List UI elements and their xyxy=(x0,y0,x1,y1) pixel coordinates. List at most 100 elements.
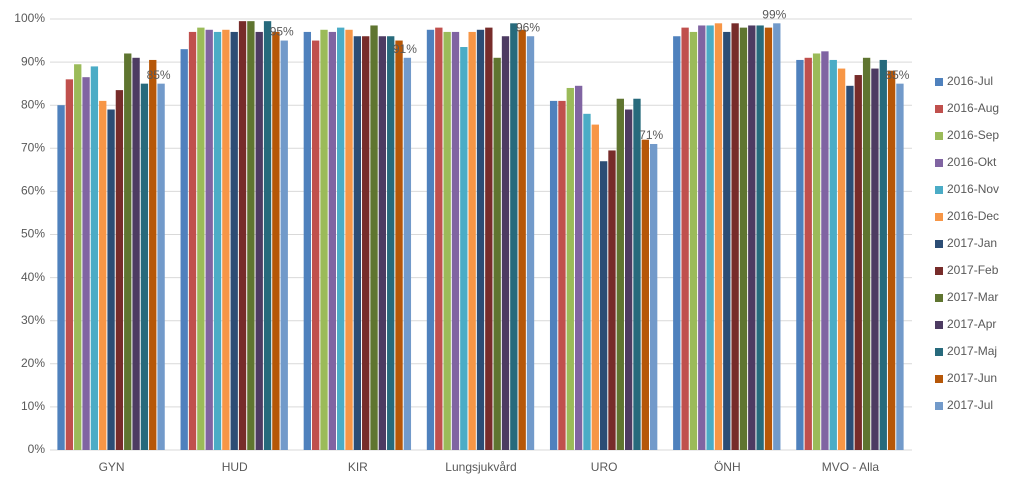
bar xyxy=(829,59,837,450)
bar xyxy=(641,139,649,450)
legend-label: 2017-Maj xyxy=(947,344,997,358)
bar xyxy=(468,31,476,451)
bar xyxy=(510,23,518,451)
bar xyxy=(180,49,188,451)
legend-label: 2016-Dec xyxy=(947,209,999,223)
bar xyxy=(140,83,149,451)
bar xyxy=(879,59,887,450)
bar xyxy=(255,31,263,451)
bar xyxy=(698,25,706,451)
legend-label: 2016-Aug xyxy=(947,101,999,115)
bar xyxy=(247,21,255,451)
bar xyxy=(649,143,658,451)
bar xyxy=(65,79,74,450)
bar xyxy=(188,31,197,451)
bar xyxy=(115,90,124,451)
bar xyxy=(748,25,756,451)
legend-marker xyxy=(935,132,943,140)
bar xyxy=(205,29,213,451)
bar xyxy=(796,59,804,450)
bar xyxy=(681,27,689,451)
y-tick-label: 50% xyxy=(21,227,45,241)
y-tick-label: 0% xyxy=(28,442,46,456)
bar xyxy=(714,23,723,451)
bar xyxy=(312,40,320,451)
legend-label: 2016-Jul xyxy=(947,74,993,88)
x-tick-label: ÖNH xyxy=(714,460,741,474)
bar xyxy=(558,100,566,450)
legend-label: 2016-Sep xyxy=(947,128,999,142)
x-tick-label: URO xyxy=(591,460,618,474)
bar xyxy=(599,161,608,451)
legend-label: 2017-Mar xyxy=(947,290,998,304)
bar xyxy=(345,29,353,451)
bar xyxy=(124,53,132,450)
legend-label: 2017-Jan xyxy=(947,236,997,250)
bar xyxy=(230,31,238,451)
bar xyxy=(280,40,288,451)
bar xyxy=(149,59,157,450)
bar xyxy=(501,36,510,451)
bar xyxy=(395,40,403,451)
bar xyxy=(854,75,862,450)
legend-label: 2016-Okt xyxy=(947,155,997,169)
data-label: 99% xyxy=(762,7,786,21)
bar xyxy=(303,31,312,451)
bar xyxy=(887,70,896,450)
bar xyxy=(403,57,412,450)
legend-marker xyxy=(935,321,943,329)
bar xyxy=(328,31,337,451)
legend-label: 2017-Jun xyxy=(947,371,997,385)
y-tick-label: 10% xyxy=(21,399,45,413)
bar xyxy=(378,36,387,451)
bar xyxy=(608,150,616,450)
bar xyxy=(370,25,378,451)
bar xyxy=(476,29,485,451)
bar xyxy=(739,27,748,451)
bar xyxy=(493,57,501,450)
legend-marker xyxy=(935,105,943,113)
legend-label: 2017-Feb xyxy=(947,263,999,277)
legend-marker xyxy=(935,78,943,86)
bar xyxy=(624,109,633,450)
bar xyxy=(107,109,115,450)
y-tick-label: 60% xyxy=(21,184,45,198)
legend-marker xyxy=(935,348,943,356)
legend-marker xyxy=(935,240,943,248)
bar xyxy=(616,98,624,451)
x-tick-label: Lungsjukvård xyxy=(445,460,516,474)
x-tick-label: KIR xyxy=(348,460,368,474)
x-tick-label: MVO - Alla xyxy=(822,460,880,474)
y-tick-label: 30% xyxy=(21,313,45,327)
legend-label: 2017-Jul xyxy=(947,398,993,412)
y-tick-label: 80% xyxy=(21,97,45,111)
bar xyxy=(387,36,395,451)
bar xyxy=(197,27,205,451)
bar xyxy=(157,83,165,451)
bar xyxy=(272,31,280,451)
legend-marker xyxy=(935,294,943,302)
bar xyxy=(443,31,451,451)
bar xyxy=(846,85,854,451)
bar xyxy=(57,105,65,450)
bar xyxy=(320,29,328,451)
bar xyxy=(574,85,583,451)
bar xyxy=(337,27,345,451)
bar xyxy=(756,25,764,451)
bar xyxy=(706,25,714,451)
y-tick-label: 40% xyxy=(21,270,45,284)
bar xyxy=(731,23,739,451)
data-label: 85% xyxy=(885,68,909,82)
bar xyxy=(485,27,493,451)
data-label: 71% xyxy=(639,128,663,142)
bar xyxy=(353,36,362,451)
bar xyxy=(90,66,99,450)
bar xyxy=(723,31,731,451)
bar xyxy=(82,77,90,450)
legend-marker xyxy=(935,213,943,221)
bar xyxy=(862,57,871,450)
bar xyxy=(460,47,468,450)
legend-marker xyxy=(935,375,943,383)
data-label: 96% xyxy=(516,20,540,34)
